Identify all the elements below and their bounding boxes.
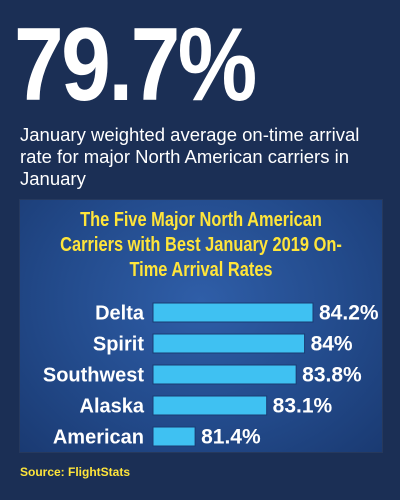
bar [152, 395, 268, 416]
bar [152, 333, 306, 354]
bar-chart: Delta 84.2% Spirit 84% Southwest 83.8% Alaska 8… [43, 302, 379, 449]
category-label: Delta [95, 303, 145, 325]
bar [152, 302, 314, 323]
value-label: 81.4% [201, 426, 261, 449]
value-label: 83.8% [302, 364, 362, 387]
chart-title: The Five Major North American Carriers w… [60, 209, 342, 281]
headline-stat: 79.7% [14, 7, 257, 123]
chart-panel: The Five Major North American Carriers w… [20, 200, 382, 452]
category-label: Southwest [43, 365, 144, 387]
headline-description: January weighted average on-time arrival… [20, 124, 360, 189]
value-label: 84.2% [319, 302, 379, 325]
category-label: American [53, 427, 144, 449]
category-label: Alaska [80, 396, 145, 418]
value-label: 83.1% [273, 395, 333, 418]
bar [152, 426, 196, 447]
source-note: Source: FlightStats [20, 465, 131, 479]
category-label: Spirit [93, 334, 144, 356]
value-label: 84% [311, 333, 353, 356]
bar [152, 364, 297, 385]
